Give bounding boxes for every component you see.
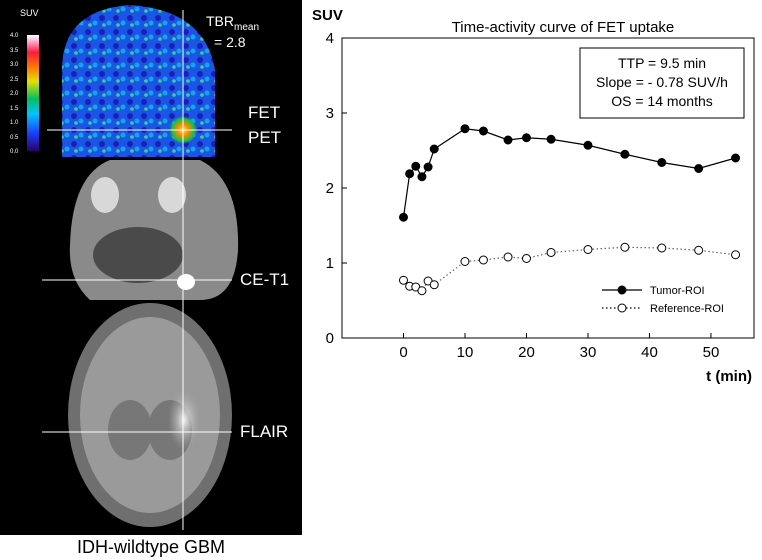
data-point-tumor — [478, 126, 488, 136]
colorbar-tick: 0.5 — [10, 134, 19, 141]
data-point-tumor — [398, 212, 408, 222]
label-flair: FLAIR — [240, 422, 289, 441]
tac-chart: Time-activity curve of FET uptake SUV t (m… — [312, 7, 755, 385]
data-point-tumor — [503, 135, 513, 145]
colorbar-tick: 2.5 — [10, 76, 19, 83]
legend-marker — [617, 303, 627, 313]
data-point-tumor — [657, 158, 667, 167]
series-line-tumor — [402, 128, 736, 218]
tbr-label: TBRmean = 2.8 — [206, 13, 260, 50]
data-point-reference — [546, 248, 556, 257]
colorbar-tick: 1.5 — [10, 105, 19, 112]
legend-label: Tumor-ROI — [650, 285, 705, 297]
data-point-reference — [460, 257, 470, 266]
colorbar-tick: 0.0 — [10, 149, 19, 155]
legend-marker — [617, 285, 627, 295]
colorbar — [27, 35, 39, 151]
x-tick-label: 30 — [580, 344, 597, 361]
y-tick-label: 1 — [326, 255, 334, 272]
x-tick-label: 20 — [518, 344, 535, 361]
data-point-tumor — [405, 169, 415, 179]
y-tick-label: 0 — [326, 330, 334, 347]
label-ce-t1: CE-T1 — [240, 270, 290, 289]
data-point-tumor — [521, 133, 531, 143]
label-fet: FET — [248, 103, 281, 122]
y-axis-label: SUV — [312, 7, 343, 24]
data-point-reference — [657, 243, 667, 253]
data-point-reference — [583, 245, 593, 254]
data-point-tumor — [731, 153, 741, 163]
colorbar-title: SUV — [20, 8, 39, 18]
data-point-tumor — [694, 164, 704, 173]
data-point-tumor — [411, 161, 421, 171]
ce-t1-lesion — [177, 274, 195, 290]
data-point-reference — [694, 245, 704, 255]
data-point-reference — [620, 242, 630, 252]
annotation-line: TTP = 9.5 min — [618, 55, 706, 71]
colorbar-tick: 3.5 — [10, 47, 19, 54]
data-point-reference — [429, 280, 439, 290]
data-point-tumor — [460, 124, 470, 134]
data-point-tumor — [620, 149, 630, 159]
data-point-reference — [417, 286, 427, 296]
caption: IDH-wildtype GBM — [76, 537, 226, 557]
data-point-reference — [521, 254, 531, 263]
y-tick-label: 4 — [326, 30, 334, 47]
annotation-line: OS = 14 months — [611, 93, 713, 109]
colorbar-tick: 2.0 — [10, 91, 19, 97]
colorbar-tick: 4.0 — [10, 33, 19, 39]
x-tick-label: 50 — [703, 344, 720, 361]
x-axis-label: t (min) — [706, 368, 752, 385]
data-point-reference — [478, 255, 488, 265]
data-point-tumor — [429, 144, 439, 154]
data-point-tumor — [423, 162, 433, 172]
x-tick-label: 10 — [457, 344, 474, 361]
y-tick-label: 2 — [326, 180, 334, 197]
data-point-tumor — [583, 140, 593, 150]
data-point-reference — [398, 275, 408, 285]
x-tick-label: 40 — [641, 344, 658, 361]
data-point-tumor — [417, 172, 427, 182]
annotation-line: Slope = - 0.78 SUV/h — [596, 74, 728, 90]
brain-image-panel: SUV 4.0 3.5 3.0 2.5 2.0 1.5 1.0 0.5 0.0 TBRmean … — [0, 0, 302, 535]
chart-title: Time-activity curve of FET uptake — [452, 19, 675, 36]
flair-lesion — [168, 390, 200, 450]
x-tick-label: 0 — [399, 344, 407, 361]
data-point-reference — [731, 250, 741, 260]
brain-scans — [27, 5, 239, 530]
data-point-tumor — [546, 134, 556, 144]
annotation-box — [579, 47, 745, 119]
colorbar-tick: 3.0 — [10, 62, 19, 68]
legend-label: Reference-ROI — [650, 303, 724, 315]
y-tick-label: 3 — [326, 105, 334, 122]
colorbar-tick: 1.0 — [10, 120, 19, 126]
data-point-reference — [503, 252, 513, 262]
label-pet: PET — [248, 128, 282, 147]
